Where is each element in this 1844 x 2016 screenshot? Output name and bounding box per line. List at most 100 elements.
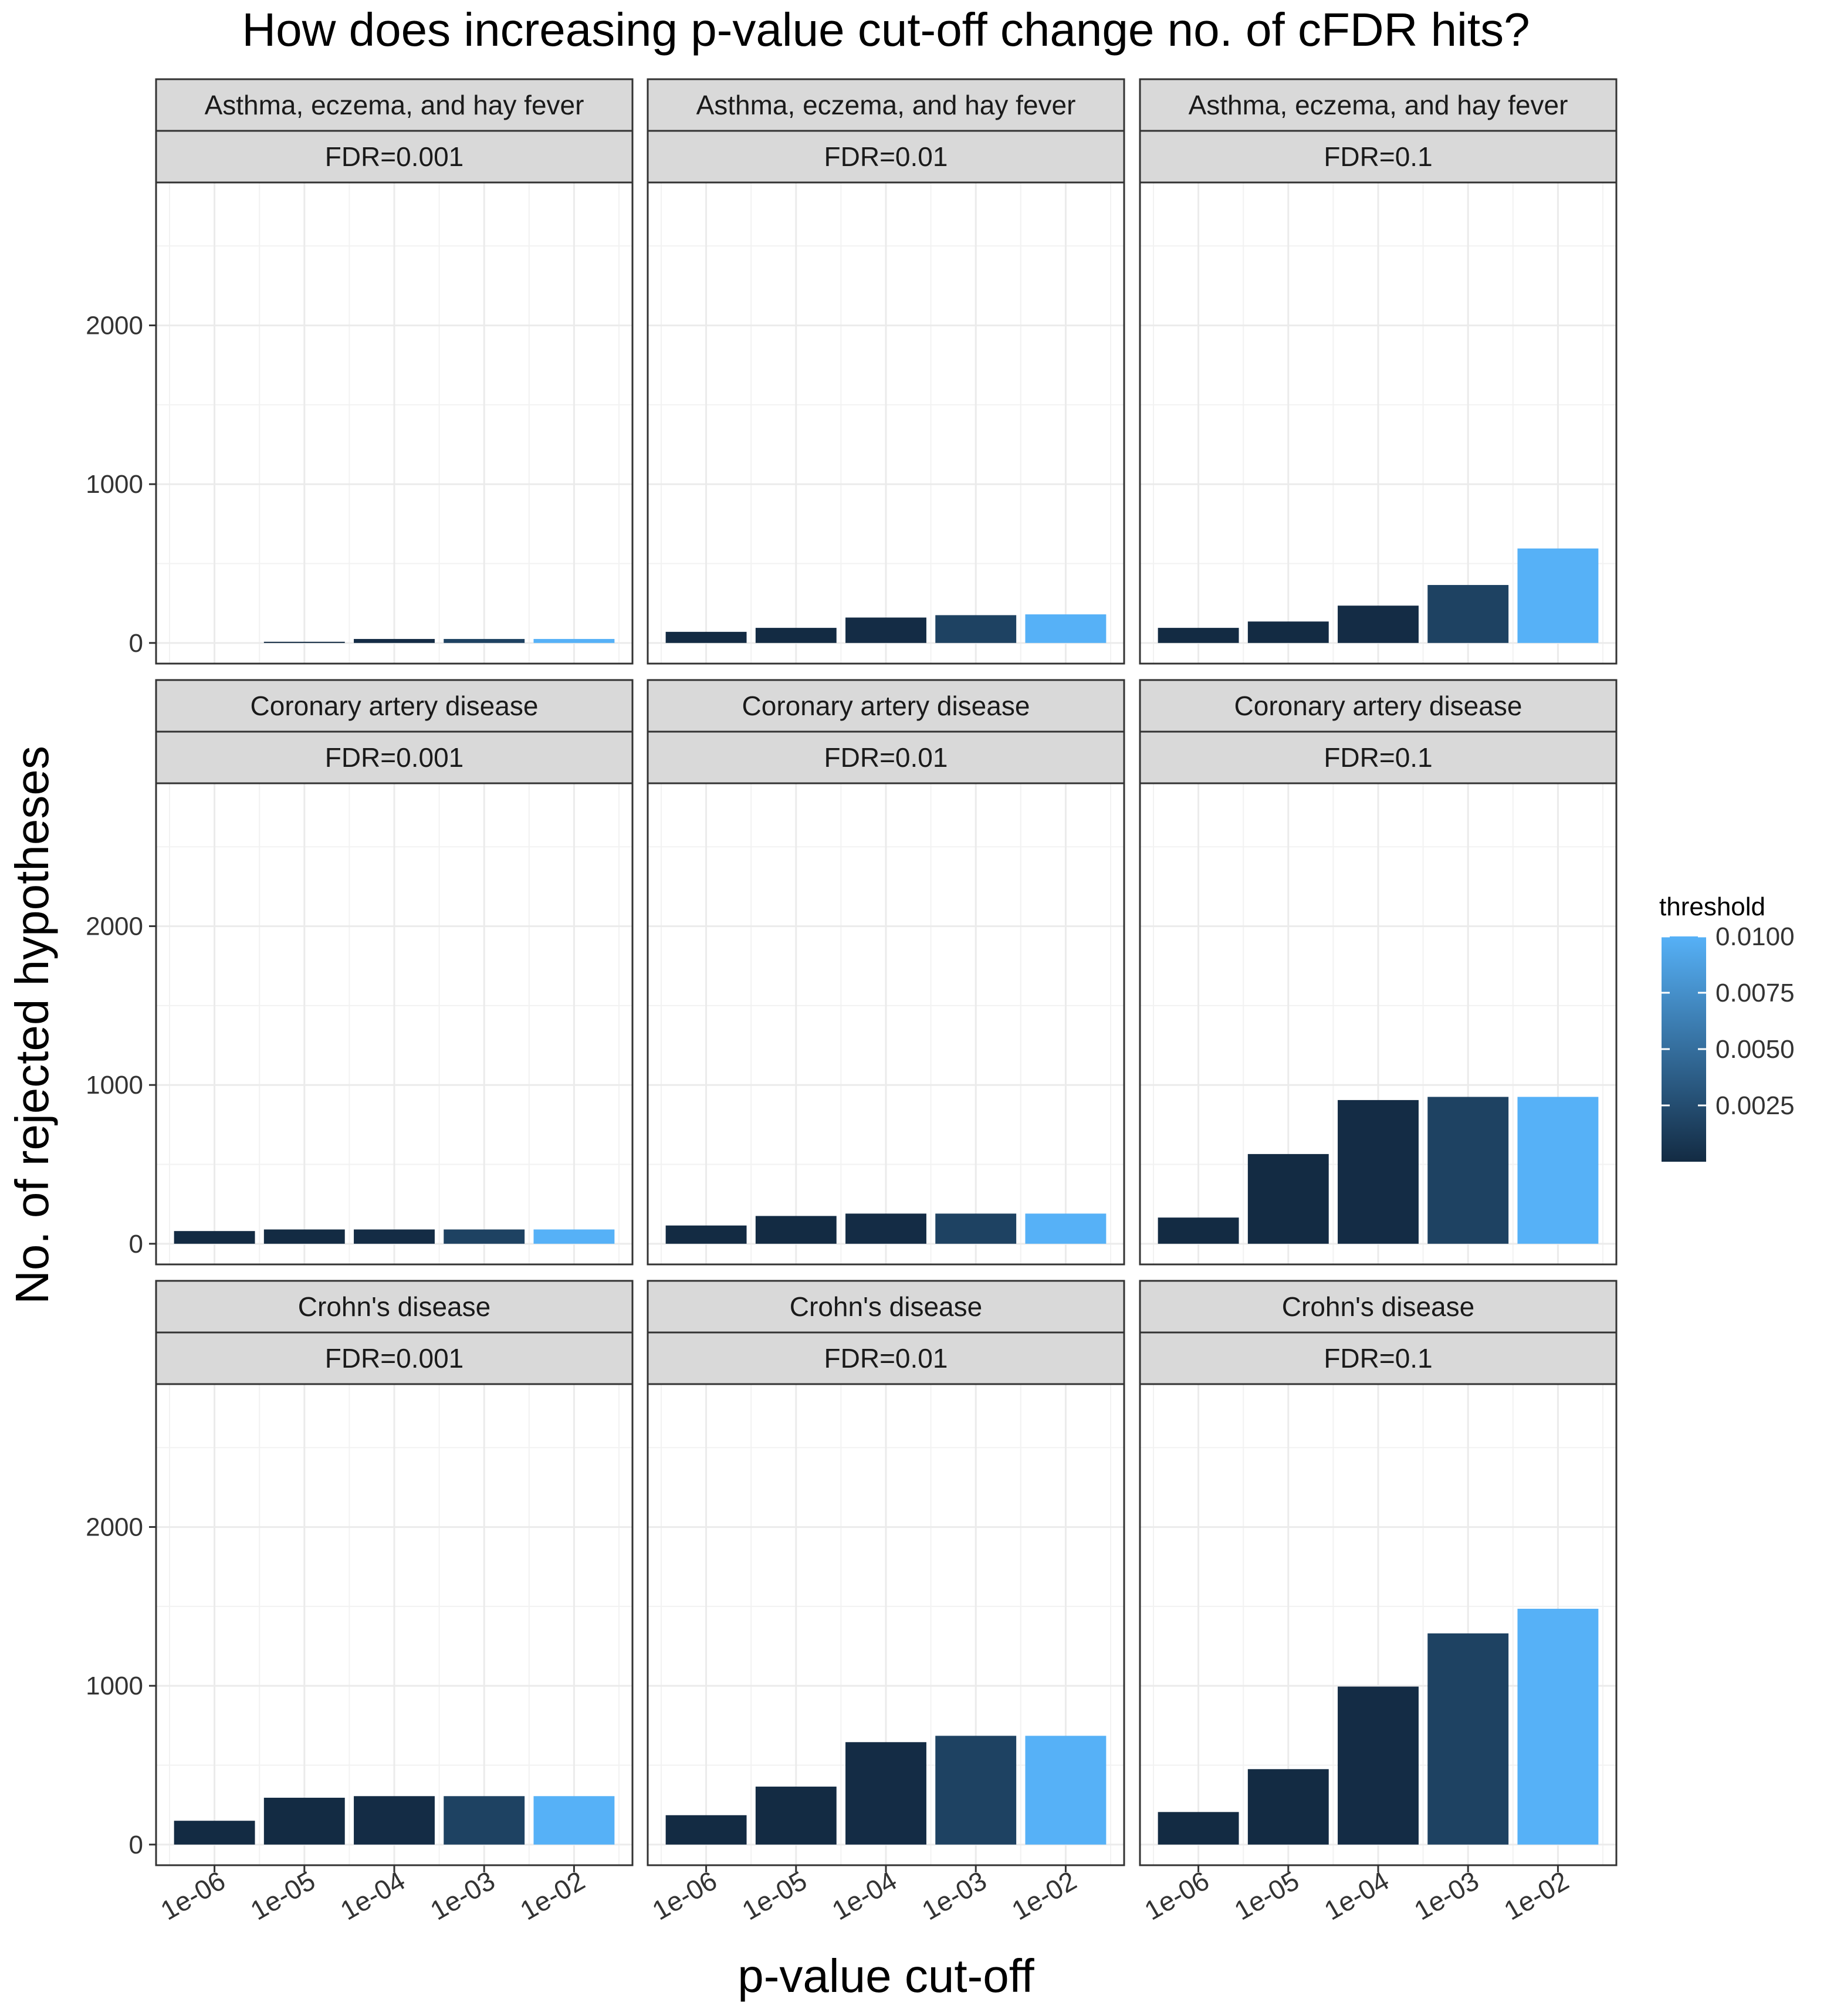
panel-border: [155, 782, 634, 1266]
y-tick-label: 2000: [86, 312, 143, 340]
y-tick-label: 1000: [86, 470, 143, 499]
strip-trait-label: Crohn's disease: [1282, 1291, 1474, 1322]
facet-panel: Asthma, eczema, and hay fever FDR=0.001 0 1…: [86, 78, 634, 665]
bar: [174, 1821, 255, 1845]
panel-border: [647, 782, 1125, 1266]
strip-trait-label: Crohn's disease: [298, 1291, 490, 1322]
bar: [263, 641, 345, 643]
facet-panel: Asthma, eczema, and hay fever FDR=0.1: [1139, 78, 1618, 665]
strip-trait-label: Asthma, eczema, and hay fever: [205, 90, 584, 120]
legend-tick-label: 0.0100: [1716, 922, 1795, 951]
y-tick-label: 2000: [86, 1513, 143, 1542]
bar: [354, 1796, 435, 1845]
y-tick-label: 0: [129, 1230, 143, 1259]
bar: [1025, 1213, 1107, 1244]
y-tick-label: 0: [129, 1831, 143, 1859]
bar: [1025, 1736, 1107, 1845]
bar: [665, 631, 747, 643]
bar: [665, 1225, 747, 1244]
bar: [533, 1796, 615, 1845]
bar: [444, 639, 525, 643]
legend-tick-label: 0.0050: [1716, 1035, 1795, 1064]
bar: [755, 1787, 837, 1845]
bar: [444, 1796, 525, 1845]
strip-trait-label: Coronary artery disease: [1234, 691, 1522, 721]
strip-fdr-label: FDR=0.1: [1324, 141, 1432, 172]
panel-border: [155, 181, 634, 665]
legend-ticks: 0.0100 0.0075 0.0050 0.0025: [1662, 922, 1795, 1120]
bar: [1427, 1633, 1509, 1845]
bar: [755, 628, 837, 643]
strip-trait-box: [647, 78, 1125, 132]
facet-panel: Coronary artery disease FDR=0.01: [647, 679, 1125, 1266]
bar: [1247, 1154, 1329, 1244]
bar: [845, 1213, 926, 1244]
bar: [1517, 548, 1599, 643]
bar: [1158, 1217, 1239, 1244]
bar: [354, 1229, 435, 1244]
strip-fdr-box: [1139, 730, 1618, 784]
legend-tick-label: 0.0025: [1716, 1091, 1795, 1120]
panel-border: [1139, 181, 1618, 665]
strip-trait-box: [155, 679, 634, 733]
strip-trait-label: Coronary artery disease: [742, 691, 1030, 721]
y-tick-label: 1000: [86, 1071, 143, 1100]
panel-border: [1139, 782, 1618, 1266]
bar: [845, 617, 926, 643]
bar: [1247, 1769, 1329, 1845]
strip-fdr-label: FDR=0.01: [824, 141, 948, 172]
bar: [935, 1213, 1017, 1244]
strip-fdr-label: FDR=0.001: [325, 742, 464, 773]
bar: [533, 639, 615, 643]
facet-panel: Asthma, eczema, and hay fever FDR=0.01: [647, 78, 1125, 665]
strip-trait-label: Asthma, eczema, and hay fever: [1189, 90, 1568, 120]
strip-trait-label: Asthma, eczema, and hay fever: [696, 90, 1076, 120]
strip-trait-box: [647, 1280, 1125, 1334]
strip-trait-label: Coronary artery disease: [251, 691, 539, 721]
bar: [1025, 614, 1107, 643]
y-tick-label: 1000: [86, 1672, 143, 1700]
bar: [1158, 628, 1239, 643]
strip-fdr-box: [647, 1331, 1125, 1385]
bar: [935, 1736, 1017, 1845]
strip-trait-label: Crohn's disease: [790, 1291, 982, 1322]
bar: [935, 615, 1017, 643]
y-tick-label: 0: [129, 629, 143, 658]
bar: [533, 1229, 615, 1244]
bar: [174, 1231, 255, 1244]
bar: [665, 1815, 747, 1845]
strip-fdr-label: FDR=0.001: [325, 1343, 464, 1374]
bar: [263, 1229, 345, 1244]
facet-panel: Coronary artery disease FDR=0.1: [1139, 679, 1618, 1266]
bar: [845, 1742, 926, 1845]
y-axis-title: No. of rejected hypotheses: [6, 746, 58, 1304]
bar: [354, 639, 435, 643]
strip-fdr-label: FDR=0.1: [1324, 1343, 1432, 1374]
threshold-legend: threshold 0.0100 0.0075 0.0050 0.0025: [1659, 892, 1795, 1162]
strip-fdr-label: FDR=0.001: [325, 141, 464, 172]
strip-fdr-box: [155, 130, 634, 184]
strip-trait-box: [155, 1280, 634, 1334]
bar: [1247, 621, 1329, 643]
bar: [1158, 1812, 1239, 1845]
y-tick-label: 2000: [86, 912, 143, 941]
legend-title: threshold: [1659, 892, 1765, 921]
bar: [755, 1216, 837, 1244]
strip-fdr-label: FDR=0.01: [824, 1343, 948, 1374]
panel-border: [647, 181, 1125, 665]
chart-title: How does increasing p-value cut-off chan…: [242, 4, 1530, 56]
x-axis-title: p-value cut-off: [737, 1950, 1034, 2002]
strip-fdr-box: [1139, 1331, 1618, 1385]
bar: [263, 1797, 345, 1845]
bar: [444, 1229, 525, 1244]
facet-panel: Coronary artery disease FDR=0.001 0 1000 200…: [86, 679, 634, 1266]
legend-tick-label: 0.0075: [1716, 979, 1795, 1007]
facet-grid: Asthma, eczema, and hay fever FDR=0.001 0 1…: [86, 78, 1618, 1926]
bar: [1427, 585, 1509, 643]
bar: [1338, 1686, 1419, 1845]
bar: [1338, 606, 1419, 643]
